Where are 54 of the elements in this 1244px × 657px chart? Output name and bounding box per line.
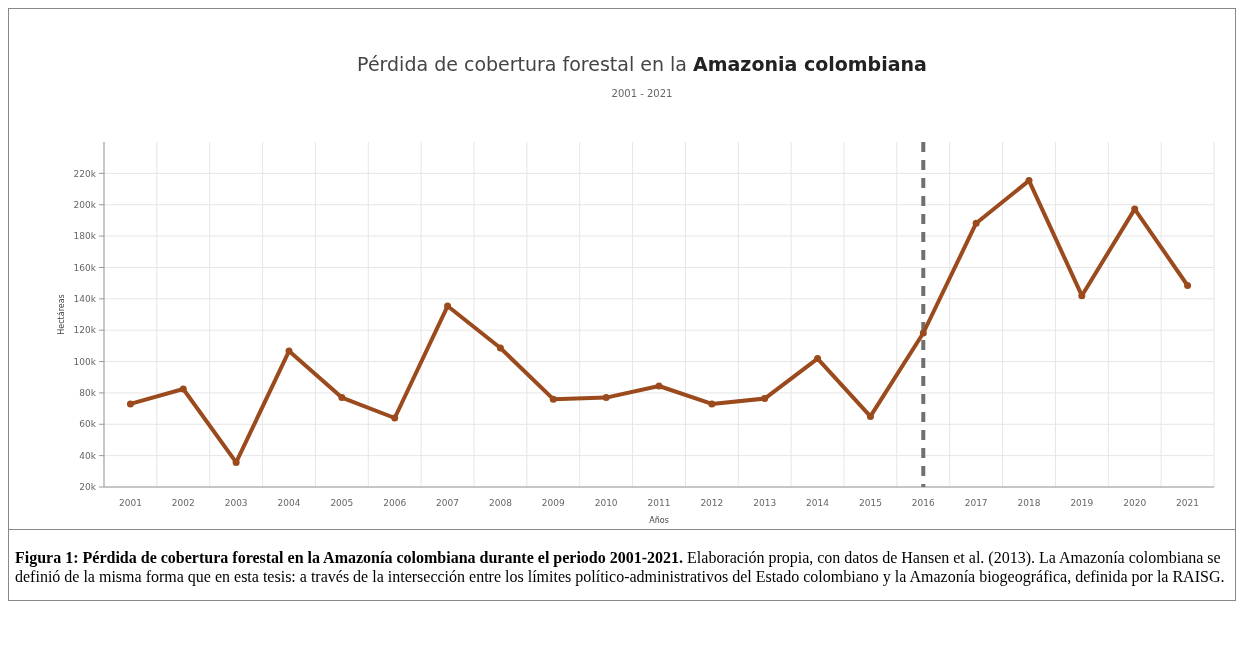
x-tick-label: 2018 xyxy=(1017,498,1041,508)
point xyxy=(126,400,134,408)
x-tick-label: 2005 xyxy=(330,498,354,508)
point xyxy=(814,355,822,363)
x-tick-label: 2019 xyxy=(1070,498,1094,508)
point xyxy=(972,219,980,227)
x-tick-label: 2012 xyxy=(700,498,724,508)
point xyxy=(549,395,557,403)
y-tick-label: 160k xyxy=(73,262,97,273)
point xyxy=(285,347,293,355)
y-tick-label: 40k xyxy=(79,450,97,461)
x-tick-label: 2004 xyxy=(277,498,301,508)
y-tick-label: 20k xyxy=(79,482,97,493)
y-tick-label: 60k xyxy=(79,419,97,430)
y-axis-title: Hectáreas xyxy=(57,294,66,335)
point xyxy=(391,414,399,422)
x-tick-label: 2011 xyxy=(647,498,671,508)
y-tick-label: 80k xyxy=(79,388,97,399)
point xyxy=(761,395,769,403)
x-tick-label: 2007 xyxy=(436,498,460,508)
y-tick-label: 200k xyxy=(73,199,97,210)
point xyxy=(708,400,716,408)
y-tick-label: 140k xyxy=(73,293,97,304)
y-tick-label: 180k xyxy=(73,231,97,242)
point xyxy=(1184,281,1192,289)
point xyxy=(496,344,504,352)
point xyxy=(1078,292,1086,300)
x-tick-label: 2020 xyxy=(1123,498,1147,508)
x-tick-label: 2009 xyxy=(541,498,566,508)
y-tick-label: 120k xyxy=(73,325,97,336)
point xyxy=(602,394,610,402)
x-tick-label: 2021 xyxy=(1176,498,1200,508)
point xyxy=(444,302,452,310)
x-tick-label: 2008 xyxy=(488,498,513,508)
x-tick-label: 2017 xyxy=(964,498,988,508)
x-tick-label: 2013 xyxy=(753,498,777,508)
point xyxy=(338,394,346,402)
point xyxy=(179,385,187,393)
x-tick-label: 2001 xyxy=(118,498,142,508)
x-tick-label: 2016 xyxy=(911,498,936,508)
point xyxy=(655,382,663,390)
chart-title: Pérdida de cobertura forestal en la Amazonia colombiana xyxy=(357,53,927,75)
x-tick-label: 2006 xyxy=(383,498,407,508)
y-tick-label: 220k xyxy=(73,168,97,179)
point xyxy=(919,329,927,337)
x-tick-label: 2002 xyxy=(171,498,195,508)
x-tick-label: 2015 xyxy=(858,498,882,508)
x-tick-label: 2014 xyxy=(806,498,830,508)
x-tick-label: 2003 xyxy=(224,498,248,508)
y-tick-label: 100k xyxy=(73,356,97,367)
x-axis-title: Años xyxy=(649,516,669,525)
chart-subtitle: 2001 - 2021 xyxy=(611,88,673,99)
x-tick-label: 2010 xyxy=(594,498,618,508)
text: Figura 1: Pérdida de cobertura forestal en la Amazonía colombiana durante el periodo 2001-2021. xyxy=(15,549,684,566)
